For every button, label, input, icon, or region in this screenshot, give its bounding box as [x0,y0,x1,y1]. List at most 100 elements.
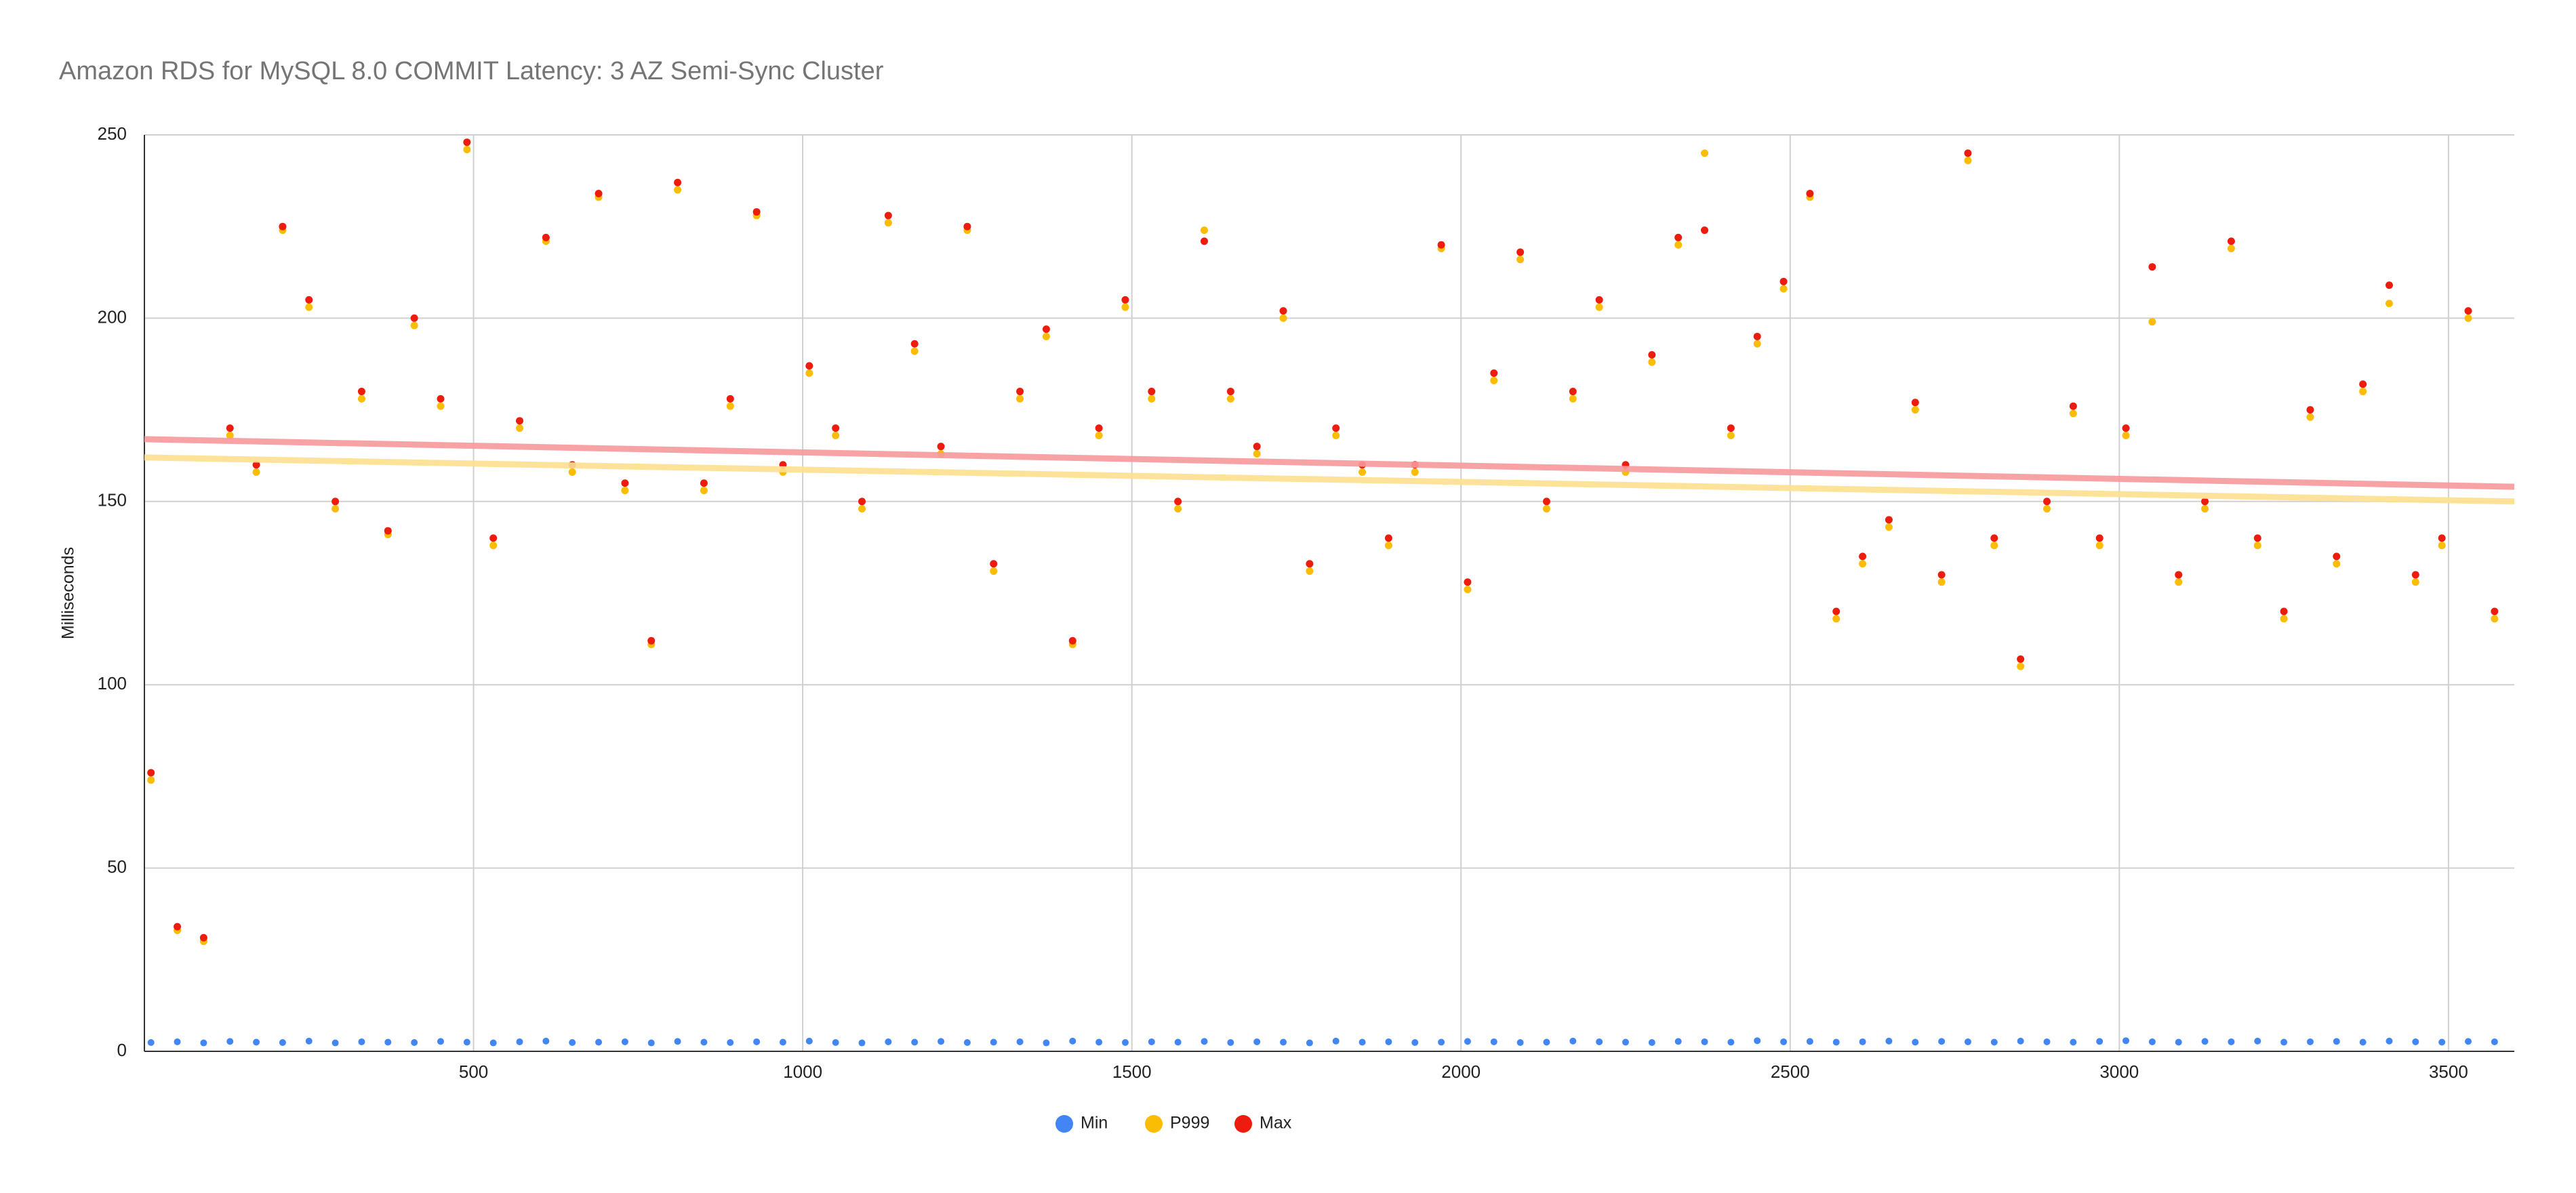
point [331,505,340,513]
legend-marker [1055,1115,1073,1133]
point [990,567,998,575]
point [2122,1037,2130,1045]
point [1042,332,1050,340]
point [1306,1039,1313,1047]
point [963,1039,971,1047]
point [1990,542,1998,550]
point [858,498,866,506]
point [411,1039,418,1047]
point [516,1038,523,1045]
point [1622,1038,1629,1046]
point [358,1038,365,1045]
point [2306,1038,2314,1045]
point [253,1038,260,1046]
point [2227,237,2235,245]
point [463,146,471,154]
point [463,1038,470,1046]
point [2095,534,2104,542]
point [2306,413,2314,421]
point [832,1039,839,1047]
point [2253,542,2261,550]
point [489,542,498,550]
point [1095,431,1103,439]
point [542,1037,550,1045]
x-tick-label: 1500 [1112,1061,1152,1082]
point [1937,578,1946,586]
point [1911,406,1919,414]
point [2228,1038,2235,1045]
point [990,560,998,568]
point [1200,226,1208,235]
point [937,443,945,451]
point [2069,409,2077,418]
point [2017,655,2025,663]
point [1779,285,1788,293]
point [674,178,682,186]
point [621,487,629,495]
point [647,1039,655,1047]
point [279,222,287,230]
point [1569,1037,1577,1045]
point [1016,395,1024,403]
point [410,314,418,322]
point [1201,1038,1208,1045]
y-tick-label: 100 [98,673,127,693]
point [147,1039,155,1047]
point [1543,1038,1550,1046]
point [1937,571,1946,579]
point [2253,534,2261,542]
point [1911,399,1919,407]
point [2201,505,2209,513]
y-tick-label: 0 [117,1040,127,1060]
point [1148,1038,1155,1045]
point [174,923,182,931]
point [2411,578,2419,586]
point [542,233,550,241]
point [516,417,524,425]
point [2359,1038,2367,1046]
point [1727,1038,1735,1046]
point [700,479,708,487]
point [621,479,629,487]
point [2122,424,2130,432]
point [384,527,392,535]
point [938,1038,945,1045]
point [2148,318,2156,326]
point [2017,662,2025,670]
point [832,424,840,432]
point [752,208,761,216]
point [779,1038,786,1046]
point [2201,1038,2209,1045]
point [2043,498,2051,506]
point [2227,245,2235,253]
point [1596,1038,1603,1045]
point [489,534,498,542]
point [305,303,313,311]
point [2333,1038,2340,1045]
point [2175,571,2183,579]
point [1542,505,1550,513]
point [410,321,418,329]
point [2280,615,2288,623]
point [1148,395,1156,403]
point [2175,1038,2182,1046]
point [1068,636,1076,645]
point [1885,1037,1893,1045]
point [1411,468,1419,477]
point [2464,307,2472,315]
point [252,461,260,469]
legend-label: P999 [1170,1114,1209,1133]
point [832,431,840,439]
point [2438,542,2446,550]
point [911,1038,919,1046]
point [726,395,734,403]
y-tick-label: 200 [98,306,127,327]
point [1016,1038,1024,1045]
point [2017,1037,2024,1045]
point [1438,1038,1445,1046]
point [357,388,365,396]
point [569,1039,576,1047]
point [2280,1038,2288,1046]
point [1121,303,1129,311]
point [305,296,313,304]
